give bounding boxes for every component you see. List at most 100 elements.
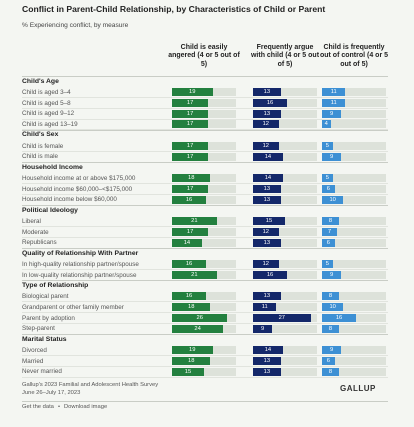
bar-track — [253, 303, 317, 312]
value-label: 14 — [264, 153, 272, 160]
bar — [322, 141, 333, 150]
value-label: 14 — [183, 239, 191, 246]
row-label: Child is aged 5–8 — [22, 99, 71, 107]
value-label: 19 — [189, 89, 196, 96]
value-label: 8 — [328, 293, 333, 300]
bar — [172, 120, 209, 129]
bar — [172, 324, 224, 333]
bar — [322, 270, 342, 279]
value-label: 21 — [191, 218, 198, 225]
row-label: Child is aged 9–12 — [22, 110, 75, 118]
subtitle: % Experiencing conflict, by measure — [22, 22, 129, 29]
bar — [253, 174, 283, 183]
value-label: 17 — [186, 153, 194, 160]
bar — [253, 109, 281, 118]
bar — [253, 184, 281, 193]
bar — [172, 356, 211, 365]
bar-track — [322, 270, 386, 279]
value-label: 9 — [329, 153, 334, 160]
bar — [253, 88, 281, 97]
row-label: Parent by adoption — [22, 314, 75, 322]
bar — [322, 152, 342, 161]
bar-track — [253, 174, 317, 183]
bar — [253, 303, 277, 312]
bar-track — [322, 227, 386, 236]
bar — [253, 260, 279, 269]
value-label: 16 — [266, 271, 274, 278]
bar — [253, 141, 279, 150]
bar-track — [253, 346, 317, 355]
value-label: 6 — [326, 185, 331, 192]
value-label: 19 — [189, 347, 196, 354]
row-label: In low-quality relationship partner/spou… — [22, 271, 137, 279]
value-label: 17 — [186, 110, 194, 117]
bar-track — [253, 195, 317, 204]
bar — [322, 217, 340, 226]
link[interactable]: Get the data — [22, 404, 54, 410]
value-label: 13 — [263, 357, 271, 364]
group-header: Political Ideology — [22, 206, 78, 214]
value-label: 27 — [278, 314, 286, 321]
link[interactable]: Download image — [64, 404, 108, 410]
value-label: 15 — [184, 368, 192, 375]
value-label: 7 — [327, 228, 332, 235]
row-label: Liberal — [22, 217, 41, 225]
bar — [253, 238, 281, 247]
bar-track — [172, 238, 236, 247]
bar-track — [322, 346, 386, 355]
value-label: 16 — [185, 261, 193, 268]
value-label: 6 — [326, 239, 331, 246]
group-header: Child's Age — [22, 77, 59, 85]
bar-track — [253, 120, 317, 129]
bar — [253, 195, 281, 204]
bar — [172, 174, 211, 183]
bar — [322, 227, 337, 236]
column-header: Child is frequently out of control (4 or… — [319, 44, 389, 68]
bar — [253, 356, 281, 365]
value-label: 5 — [325, 175, 329, 182]
row-label: Child is aged 3–4 — [22, 88, 71, 96]
row-label: Divorced — [22, 346, 47, 354]
bar-track — [253, 260, 317, 269]
bar-track — [322, 217, 386, 226]
value-label: 17 — [186, 185, 194, 192]
bar-track — [322, 324, 386, 333]
bar-track — [322, 238, 386, 247]
row-label: Household income below $60,000 — [22, 196, 117, 204]
bar-track — [322, 120, 386, 129]
bar — [322, 367, 340, 376]
row-line — [22, 365, 388, 367]
value-label: 12 — [262, 142, 270, 149]
bar-track — [253, 324, 317, 333]
value-label: 13 — [263, 293, 271, 300]
group-header: Household Income — [22, 163, 83, 171]
bar-track — [253, 292, 317, 301]
row-label: Step-parent — [22, 325, 55, 333]
row-label: Child is aged 13–19 — [22, 121, 78, 128]
row-label: Republicans — [22, 239, 57, 247]
value-label: 9 — [260, 325, 265, 332]
bar — [253, 367, 281, 376]
value-label: 11 — [330, 89, 337, 96]
value-label: 10 — [329, 196, 336, 203]
bar — [322, 313, 357, 322]
source-note: June 26–July 17, 2023 — [22, 390, 81, 396]
bar — [253, 120, 279, 129]
bar — [253, 324, 273, 333]
bar-track — [322, 260, 386, 269]
value-label: 17 — [186, 142, 194, 149]
value-label: 12 — [262, 261, 270, 268]
value-label: 5 — [325, 261, 329, 268]
bar — [322, 88, 346, 97]
row-label: Household income $60,000–<$175,000 — [22, 185, 133, 193]
separator-line — [22, 248, 388, 249]
bar — [322, 346, 342, 355]
bar — [172, 346, 213, 355]
bar — [172, 217, 217, 226]
separator-line — [22, 162, 388, 163]
value-label: 12 — [262, 121, 270, 128]
row-line — [22, 183, 388, 184]
value-label: 12 — [262, 228, 270, 235]
separator-line — [22, 334, 388, 335]
